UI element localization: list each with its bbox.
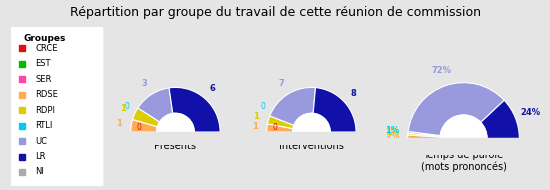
Text: RDSE: RDSE — [35, 90, 58, 99]
Text: 3: 3 — [142, 79, 147, 89]
Wedge shape — [267, 116, 294, 129]
Wedge shape — [131, 120, 157, 132]
Text: Groupes: Groupes — [23, 34, 65, 43]
Wedge shape — [267, 124, 293, 132]
Text: 1: 1 — [254, 112, 260, 121]
Text: Interventions: Interventions — [279, 141, 344, 151]
Text: LR: LR — [35, 152, 46, 161]
Wedge shape — [138, 88, 173, 122]
Text: EST: EST — [35, 59, 51, 68]
Text: 1: 1 — [116, 120, 122, 128]
Text: 0: 0 — [197, 136, 202, 145]
Wedge shape — [408, 135, 440, 139]
Text: 0%: 0% — [499, 144, 512, 153]
Text: NI: NI — [35, 168, 44, 177]
Text: RDPI: RDPI — [35, 106, 55, 115]
Text: 72%: 72% — [431, 66, 452, 75]
Text: Temps de parole
(mots prononcés): Temps de parole (mots prononcés) — [421, 150, 507, 172]
Text: 24%: 24% — [520, 108, 540, 117]
Text: 0: 0 — [261, 102, 266, 111]
Wedge shape — [408, 133, 440, 137]
Wedge shape — [481, 100, 519, 139]
Wedge shape — [313, 88, 356, 132]
Text: 1: 1 — [120, 104, 127, 113]
Bar — [380, 138, 547, 158]
Text: Répartition par groupe du travail de cette réunion de commission: Répartition par groupe du travail de cet… — [69, 6, 481, 19]
Bar — [108, 132, 243, 148]
Text: Présents: Présents — [155, 141, 196, 151]
Bar — [244, 132, 378, 148]
Text: 7: 7 — [278, 79, 284, 88]
Wedge shape — [169, 87, 220, 132]
Circle shape — [440, 115, 487, 162]
Circle shape — [157, 113, 194, 151]
Circle shape — [293, 113, 330, 151]
Text: 1%: 1% — [385, 128, 399, 137]
Wedge shape — [270, 87, 316, 125]
Text: 2%: 2% — [385, 132, 399, 141]
Text: 0: 0 — [272, 123, 277, 132]
Text: 8: 8 — [351, 89, 356, 98]
Wedge shape — [133, 108, 159, 127]
Text: 1: 1 — [251, 122, 257, 131]
Wedge shape — [408, 131, 441, 136]
FancyBboxPatch shape — [10, 25, 104, 189]
Text: 0: 0 — [333, 136, 338, 145]
Text: UC: UC — [35, 137, 47, 146]
Text: 6: 6 — [210, 84, 216, 93]
Text: 0: 0 — [136, 123, 141, 132]
Wedge shape — [408, 83, 504, 135]
Text: CRCE: CRCE — [35, 44, 58, 53]
Text: 0: 0 — [125, 102, 130, 111]
Text: RTLI: RTLI — [35, 121, 53, 130]
Text: 1%: 1% — [386, 126, 400, 135]
Text: SER: SER — [35, 75, 52, 84]
